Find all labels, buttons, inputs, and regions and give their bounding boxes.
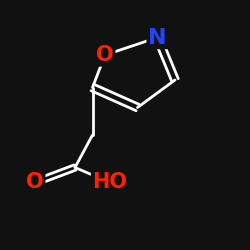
Text: O: O (96, 45, 114, 65)
Text: HO: HO (92, 172, 128, 193)
Text: O: O (26, 172, 44, 193)
Text: N: N (148, 28, 167, 48)
